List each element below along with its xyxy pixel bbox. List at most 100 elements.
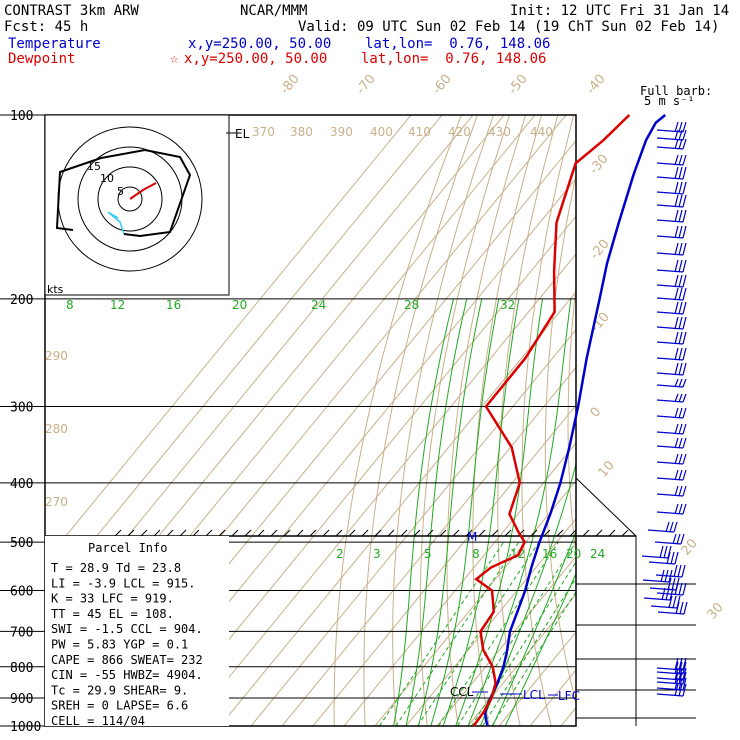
hatch-mark	[374, 529, 382, 537]
isotherm-label: -60	[430, 72, 455, 98]
wind-barb-flag	[672, 595, 677, 609]
wind-barb-flag	[678, 667, 683, 681]
hatch-mark	[270, 529, 278, 537]
legend-temperature-location: x,y=250.00, 50.00 lat,lon= 0.76, 148.06	[188, 36, 550, 52]
wind-barb-flag	[669, 521, 674, 533]
hodograph-trace-upper	[55, 148, 192, 238]
isotherm-label: -80	[278, 72, 303, 98]
wind-barb-flag	[674, 661, 679, 675]
hodograph-trace-mid	[107, 211, 125, 235]
lfc-label: LFC	[558, 689, 580, 703]
legend-dewpoint-marker: ☆	[170, 51, 179, 67]
parcel-info-row: LI = -3.9 LCL = 915.	[51, 576, 196, 590]
legend-dewpoint-location: x,y=250.00, 50.00 lat,lon= 0.76, 148.06	[184, 51, 546, 67]
moist-adiabat-label: 24	[311, 298, 326, 312]
hatch-mark	[153, 529, 161, 537]
hatch-mark	[361, 529, 369, 537]
wind-barb-flag	[682, 423, 687, 435]
theta-label: 400	[370, 125, 393, 139]
wind-barb-flag	[678, 242, 683, 256]
parcel-info-row: CAPE = 866 SWEAT= 232	[51, 653, 203, 667]
wind-barb-flag	[678, 181, 683, 195]
hatch-mark	[283, 529, 291, 537]
hatch-mark	[231, 529, 239, 537]
theta-label: 370	[252, 125, 275, 139]
wind-barb-flag	[682, 166, 687, 180]
wind-barb-flag	[678, 154, 683, 166]
pressure-label: 200	[10, 293, 33, 308]
wind-barb-flag	[678, 671, 683, 685]
wind-barb-flag	[682, 485, 687, 497]
hodograph-ring-5	[117, 186, 143, 212]
wind-barb-flag	[674, 138, 679, 150]
mixing-ratio-label: 2	[336, 547, 344, 561]
el-label: EL	[235, 127, 250, 141]
wind-barb-flag	[682, 209, 687, 223]
moist-adiabat-label: 28	[404, 298, 419, 312]
hatch-mark	[543, 529, 551, 537]
hatch-mark	[127, 529, 135, 537]
wind-barb-flag	[678, 121, 683, 133]
theta-label: 410	[408, 125, 431, 139]
barb-key-title: Full barb:	[640, 84, 712, 98]
wind-barb-flag	[674, 287, 679, 301]
parcel-info-row: PW = 5.83 YGP = 0.1	[51, 638, 188, 652]
wind-barb-flag	[678, 469, 683, 481]
hodograph-ring-label: 10	[100, 172, 114, 185]
hatch-mark	[595, 529, 603, 537]
wind-barb-flag	[682, 225, 687, 239]
hatch-mark	[400, 529, 408, 537]
wind-barb-flag	[674, 209, 679, 223]
wind-barbs	[641, 121, 688, 697]
wind-barb-flag	[674, 154, 679, 166]
wind-barb-flag	[674, 683, 679, 697]
forecast-hour: Fcst: 45 h	[4, 19, 88, 35]
hatch-mark	[504, 529, 512, 537]
hatch-mark	[218, 529, 226, 537]
model-title: CONTRAST 3km ARW	[4, 3, 139, 19]
theta-label: 420	[448, 125, 471, 139]
wind-barb-flag	[678, 677, 683, 691]
wind-barb-flag	[682, 503, 687, 515]
wind-barb-flag	[674, 194, 679, 208]
parcel-info-row: SWI = -1.5 CCL = 904.	[51, 622, 203, 636]
mixing-ratio-label: 20	[566, 547, 581, 561]
wind-barb-flag	[682, 301, 687, 315]
parcel-info-title: Parcel Info	[88, 541, 167, 555]
wind-barb-flag	[674, 469, 679, 481]
wind-barb-flag	[678, 362, 683, 376]
wind-barb-flag	[674, 316, 679, 330]
wind-barb-flag	[682, 194, 687, 208]
wind-barb-flag	[678, 274, 683, 288]
wind-barb-flag	[675, 601, 680, 615]
hodograph-ring-10	[97, 166, 163, 232]
hatch-mark	[192, 529, 200, 537]
pressure-label: 100	[10, 109, 33, 124]
parcel-info-row: SREH = 0 LAPSE= 6.6	[51, 699, 188, 713]
wind-barb-flag	[682, 407, 687, 419]
wind-barb-flag	[674, 671, 679, 685]
wind-barb-flag	[674, 225, 679, 239]
lcl-label: LCL	[523, 688, 545, 702]
pressure-label: 500	[10, 536, 33, 551]
wind-barb-flag	[678, 225, 683, 239]
isotherm-label: 30	[705, 600, 727, 622]
wind-barb-flag	[674, 485, 679, 497]
wind-barb-flag	[674, 259, 679, 273]
isotherm-label: 10	[596, 458, 618, 480]
wind-barb-flag	[677, 564, 682, 578]
hatch-mark	[439, 529, 447, 537]
hatch-mark	[465, 529, 473, 537]
wind-barb-flag	[682, 259, 687, 273]
hatch-mark	[413, 529, 421, 537]
pressure-label: 800	[10, 661, 33, 676]
wind-barb-flag	[674, 667, 679, 681]
theta-label: 380	[290, 125, 313, 139]
pressure-label: 1000	[10, 720, 41, 735]
init-time: Init: 12 UTC Fri 31 Jan 14	[510, 3, 729, 19]
hatch-mark	[348, 529, 356, 537]
pressure-label: 600	[10, 584, 33, 599]
wind-barb-flag	[665, 587, 670, 601]
barb-key-units: 5 m s⁻¹	[644, 94, 695, 108]
